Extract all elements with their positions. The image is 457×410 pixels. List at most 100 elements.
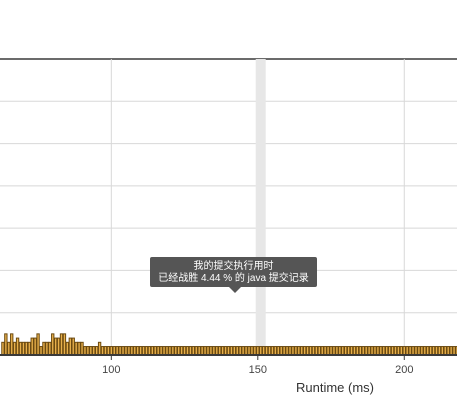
histogram-bar[interactable] [364, 346, 368, 356]
histogram-bar[interactable] [191, 346, 196, 356]
histogram-bar[interactable] [282, 346, 286, 356]
histogram-bar[interactable] [171, 346, 175, 356]
histogram-bar[interactable] [411, 346, 415, 356]
histogram-bar[interactable] [51, 333, 55, 356]
histogram-bar[interactable] [256, 346, 260, 356]
histogram-bar[interactable] [18, 341, 23, 356]
histogram-bar[interactable] [247, 346, 251, 356]
histogram-bar[interactable] [349, 346, 354, 356]
histogram-bar[interactable] [130, 346, 134, 356]
histogram-bar[interactable] [185, 346, 190, 356]
histogram-bar[interactable] [232, 346, 237, 356]
histogram-bar[interactable] [136, 346, 140, 356]
histogram-bar[interactable] [393, 346, 398, 356]
histogram-bar[interactable] [238, 346, 242, 356]
histogram-bar[interactable] [426, 346, 430, 356]
histogram-bar[interactable] [443, 346, 447, 356]
histogram-bar[interactable] [288, 346, 292, 356]
histogram-bar[interactable] [423, 346, 427, 356]
histogram-bar[interactable] [80, 341, 84, 356]
histogram-bar[interactable] [106, 346, 111, 356]
histogram-bar[interactable] [92, 346, 96, 356]
histogram-bar[interactable] [399, 346, 404, 356]
histogram-bar[interactable] [390, 346, 395, 356]
histogram-bar[interactable] [21, 341, 26, 356]
histogram-bar[interactable] [452, 346, 456, 356]
histogram-bar[interactable] [358, 346, 362, 356]
histogram-bar[interactable] [36, 333, 40, 356]
histogram-bar[interactable] [77, 341, 81, 356]
histogram-bar[interactable] [212, 346, 216, 356]
histogram-bar[interactable] [235, 346, 239, 356]
histogram-bar[interactable] [209, 346, 213, 356]
histogram-bar[interactable] [385, 346, 389, 356]
histogram-bar[interactable] [156, 346, 160, 356]
histogram-bar[interactable] [95, 346, 99, 356]
histogram-bar[interactable] [12, 341, 17, 356]
histogram-bar[interactable] [203, 346, 207, 356]
histogram-bar[interactable] [367, 346, 371, 356]
histogram-bar[interactable] [329, 346, 333, 356]
histogram-bar[interactable] [220, 346, 225, 356]
histogram-bar[interactable] [86, 346, 90, 356]
histogram-bar[interactable] [259, 346, 263, 356]
histogram-bar[interactable] [144, 346, 149, 356]
histogram-bar[interactable] [253, 346, 257, 356]
histogram-bar[interactable] [352, 346, 357, 356]
histogram-bar[interactable] [45, 341, 49, 356]
histogram-bar[interactable] [229, 346, 234, 356]
histogram-bar[interactable] [162, 346, 166, 356]
histogram-bar[interactable] [138, 346, 143, 356]
histogram-bar[interactable] [270, 346, 275, 356]
histogram-bar[interactable] [344, 346, 348, 356]
histogram-bar[interactable] [197, 346, 201, 356]
histogram-bar[interactable] [302, 346, 307, 356]
histogram-bar[interactable] [396, 346, 401, 356]
histogram-bar[interactable] [109, 346, 113, 356]
histogram-bar[interactable] [449, 346, 453, 356]
histogram-bar[interactable] [455, 346, 457, 356]
histogram-bar[interactable] [56, 337, 61, 356]
histogram-bar[interactable] [346, 346, 351, 356]
histogram-bar[interactable] [261, 346, 266, 356]
histogram-bar[interactable] [48, 341, 52, 356]
histogram-bar[interactable] [206, 346, 210, 356]
histogram-bar[interactable] [241, 346, 245, 356]
histogram-bar[interactable] [323, 346, 327, 356]
histogram-bar[interactable] [317, 346, 321, 356]
histogram-bar[interactable] [194, 346, 198, 356]
histogram-bar[interactable] [100, 346, 105, 356]
histogram-bar[interactable] [341, 346, 345, 356]
histogram-bar[interactable] [39, 346, 43, 356]
histogram-bar[interactable] [414, 346, 418, 356]
histogram-bar[interactable] [291, 346, 295, 356]
histogram-bar[interactable] [370, 346, 374, 356]
histogram-bar[interactable] [285, 346, 289, 356]
histogram-bar[interactable] [103, 346, 108, 356]
histogram-bar[interactable] [279, 346, 283, 356]
histogram-bar[interactable] [174, 346, 178, 356]
histogram-bar[interactable] [153, 346, 157, 356]
histogram-bar[interactable] [188, 346, 193, 356]
histogram-bar[interactable] [165, 346, 169, 356]
histogram-bar[interactable] [147, 346, 152, 356]
histogram-bar[interactable] [440, 346, 445, 356]
histogram-bar[interactable] [297, 346, 301, 356]
histogram-bar[interactable] [141, 346, 146, 356]
histogram-bar[interactable] [133, 346, 137, 356]
histogram-bar[interactable] [332, 346, 336, 356]
histogram-bar[interactable] [276, 346, 280, 356]
histogram-bar[interactable] [402, 346, 406, 356]
histogram-bar[interactable] [124, 346, 128, 356]
histogram-bar[interactable] [53, 337, 58, 356]
histogram-bar[interactable] [30, 337, 34, 356]
histogram-bar[interactable] [405, 346, 409, 356]
histogram-bar[interactable] [361, 346, 365, 356]
histogram-bar[interactable] [428, 346, 433, 356]
histogram-bar[interactable] [335, 346, 339, 356]
histogram-bar[interactable] [226, 346, 231, 356]
histogram-bar[interactable] [97, 341, 102, 356]
histogram-bar[interactable] [24, 341, 29, 356]
histogram-bar[interactable] [4, 333, 8, 356]
histogram-bar[interactable] [42, 341, 46, 356]
